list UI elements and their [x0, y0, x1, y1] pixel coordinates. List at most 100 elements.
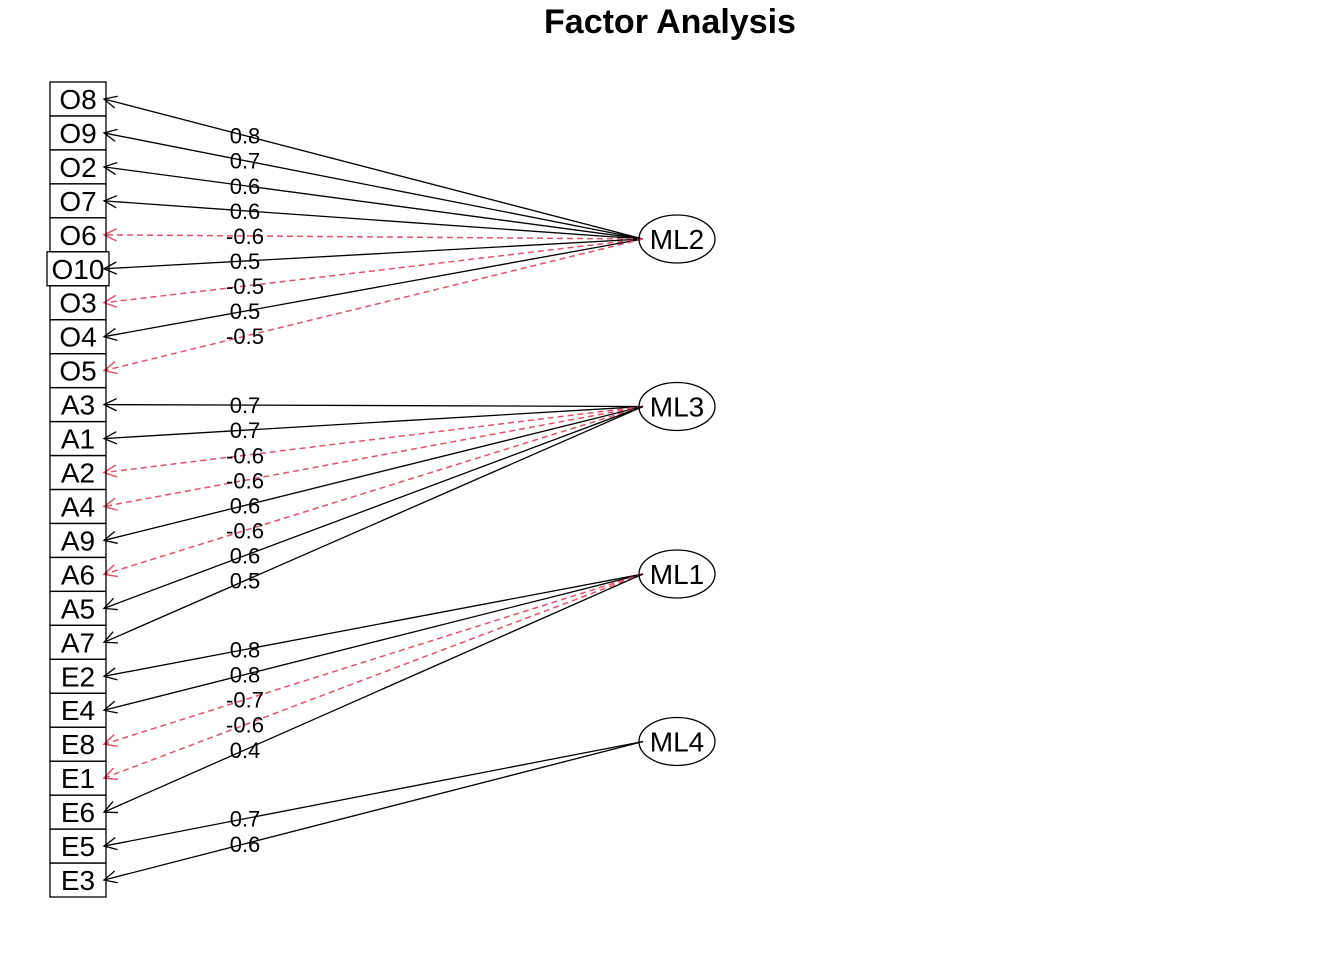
loading-label-o8: 0.8 — [230, 124, 261, 149]
arrowhead-e3 — [102, 870, 118, 884]
loading-edge-ml2-o10 — [103, 238, 644, 270]
arrowhead-e1 — [102, 767, 119, 781]
variable-label-e2: E2 — [61, 661, 95, 692]
variable-label-a1: A1 — [61, 424, 95, 455]
variable-label-a4: A4 — [61, 491, 95, 522]
loading-edge-ml1-e6 — [103, 573, 644, 813]
variable-label-a2: A2 — [61, 458, 95, 489]
loading-label-a5: 0.6 — [230, 544, 261, 569]
variable-label-e8: E8 — [61, 729, 95, 760]
loading-edge-ml2-o5 — [103, 238, 644, 372]
variable-label-o10: O10 — [52, 254, 105, 285]
loading-label-o3: -0.5 — [226, 274, 264, 299]
loading-edge-ml4-e3 — [103, 740, 644, 881]
arrowhead-o10 — [102, 261, 118, 275]
arrowhead-a6 — [102, 564, 118, 578]
factor-ellipse-ml4 — [638, 716, 716, 767]
loading-label-o10: 0.5 — [230, 249, 261, 274]
arrowhead-a9 — [102, 530, 118, 544]
variable-label-o6: O6 — [59, 220, 96, 251]
arrowhead-o4 — [102, 327, 118, 342]
loading-edge-ml3-a6 — [103, 405, 644, 576]
loading-label-e2: 0.8 — [230, 638, 261, 663]
loading-label-a2: -0.6 — [226, 443, 264, 468]
loading-label-o7: 0.6 — [230, 199, 261, 224]
arrowhead-e6 — [102, 801, 119, 814]
loading-label-e1: -0.6 — [226, 713, 264, 738]
loading-label-o5: -0.5 — [226, 324, 264, 349]
variable-label-a3: A3 — [61, 390, 95, 421]
variable-label-a7: A7 — [61, 627, 95, 658]
arrowhead-e8 — [102, 734, 118, 747]
diagram-title: Factor Analysis — [544, 3, 796, 41]
loading-edge-ml2-o3 — [103, 238, 644, 304]
variable-box-e3 — [49, 862, 107, 898]
factor-ellipse-ml1 — [638, 549, 716, 599]
loading-edge-ml1-e1 — [103, 573, 644, 779]
variable-label-a5: A5 — [61, 593, 95, 624]
arrowhead-a4 — [102, 497, 118, 511]
variable-label-o9: O9 — [59, 118, 96, 149]
loading-label-a3: 0.7 — [230, 393, 261, 418]
variable-label-o7: O7 — [59, 186, 96, 217]
arrowhead-e4 — [102, 700, 118, 714]
factor-label-ml4: ML4 — [650, 727, 704, 758]
arrowhead-o5 — [102, 361, 118, 375]
loading-labels: 0.80.70.60.6-0.60.5-0.50.5-0.50.70.7-0.6… — [226, 124, 264, 857]
arrowhead-a1 — [102, 431, 118, 445]
arrowhead-o8 — [102, 95, 118, 109]
loading-edge-ml3-a3 — [103, 403, 644, 408]
arrowhead-a2 — [102, 464, 118, 478]
loading-label-a6: -0.6 — [226, 518, 264, 543]
arrowhead-a5 — [102, 597, 119, 611]
loading-edge-ml2-o6 — [103, 234, 644, 240]
loading-label-o6: -0.6 — [226, 224, 264, 249]
variable-label-a9: A9 — [61, 525, 95, 556]
factor-ellipse-ml2 — [638, 214, 716, 264]
variable-label-o2: O2 — [59, 152, 96, 183]
loading-label-e8: -0.7 — [226, 688, 264, 713]
loading-label-e5: 0.7 — [230, 807, 261, 832]
loading-edges — [102, 95, 644, 884]
loading-label-a1: 0.7 — [230, 418, 261, 443]
arrowhead-o2 — [102, 161, 118, 176]
loading-edge-ml2-o4 — [103, 238, 644, 338]
arrowhead-o3 — [102, 294, 118, 309]
loading-label-e3: 0.6 — [230, 832, 261, 857]
variable-label-o8: O8 — [59, 84, 96, 115]
loading-label-a9: 0.6 — [230, 493, 261, 518]
latent-factors: ML2 ML3 ML1 ML4 — [638, 214, 716, 767]
loading-label-o2: 0.6 — [230, 174, 261, 199]
loading-edge-ml1-e2 — [103, 573, 644, 677]
loading-edge-ml2-o8 — [103, 98, 644, 240]
loading-label-a7: 0.5 — [230, 569, 261, 594]
variable-label-e6: E6 — [61, 797, 95, 828]
loading-edge-ml2-o9 — [103, 132, 644, 240]
arrowhead-o7 — [102, 195, 118, 209]
factor-ellipse-ml3 — [638, 381, 716, 432]
variable-label-a6: A6 — [61, 559, 95, 590]
variable-label-e4: E4 — [61, 695, 95, 726]
loading-edge-ml2-o7 — [103, 200, 644, 240]
loading-edge-ml3-a4 — [103, 405, 644, 508]
loading-edge-ml3-a9 — [103, 405, 644, 542]
loading-edge-ml1-e4 — [103, 573, 644, 711]
loading-label-o9: 0.7 — [230, 149, 261, 174]
loading-edge-ml2-o2 — [103, 166, 644, 240]
factor-label-ml3: ML3 — [650, 392, 704, 423]
loading-edge-ml3-a2 — [103, 405, 644, 474]
variable-label-o5: O5 — [59, 356, 96, 387]
observed-variables: O8O9O2O7O6O10O3O4O5A3A1A2A4A9A6A5A7E2E4E… — [46, 81, 110, 898]
loading-label-e6: 0.4 — [230, 738, 261, 763]
variable-label-e3: E3 — [61, 865, 95, 896]
arrowhead-o9 — [102, 128, 118, 142]
variable-label-o3: O3 — [59, 288, 96, 319]
loading-edge-ml4-e5 — [103, 740, 644, 847]
loading-edge-ml3-a1 — [103, 405, 644, 440]
loading-label-e4: 0.8 — [230, 663, 261, 688]
variable-label-o4: O4 — [59, 322, 96, 353]
factor-label-ml2: ML2 — [650, 224, 704, 255]
arrowhead-a3 — [102, 397, 117, 412]
arrowhead-e2 — [102, 667, 118, 681]
